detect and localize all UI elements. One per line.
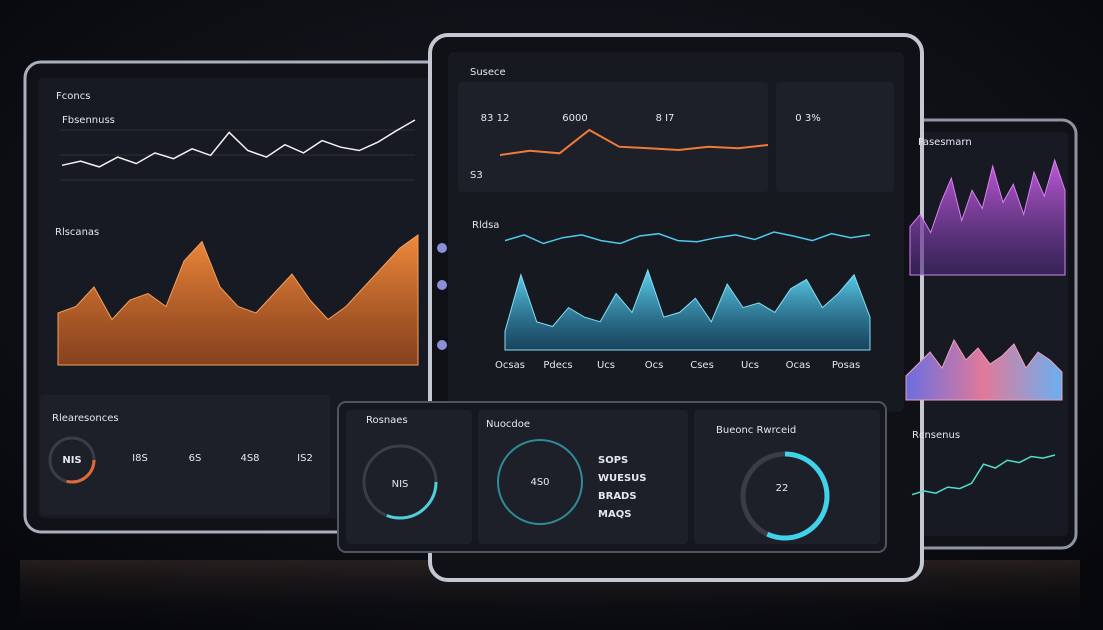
label: Rcnsenus [912,430,960,441]
label: Rosnaes [366,415,408,426]
line [499,128,769,156]
label: Ocs [645,360,664,371]
area [504,268,871,351]
label: IS2 [297,453,313,464]
panel [776,82,894,192]
label: 6S [189,453,202,464]
label: 6000 [562,113,587,124]
label: Bueonc Rwrceid [716,425,796,436]
label: 8 I7 [656,113,675,124]
label: NIS [392,479,409,490]
icon[interactable] [437,243,447,253]
icon[interactable] [437,340,447,350]
label: Rlearesonces [52,413,119,424]
label: Ucs [741,360,759,371]
label: 4S0 [530,477,549,488]
label: Nuocdoe [486,419,530,430]
label: Ocsas [495,360,525,371]
label: NIS [62,455,81,466]
label: Fbsennuss [62,115,115,126]
area [905,338,1063,401]
label: Fasesmarn [918,137,972,148]
label: 22 [776,483,789,494]
label: SOPS [598,455,628,466]
panel [458,82,768,192]
line [504,231,871,245]
area [909,158,1066,276]
label: Fconcs [56,91,90,102]
gauge-ring [497,439,583,525]
label: 83 12 [481,113,510,124]
label: BRADS [598,491,637,502]
icon[interactable] [437,280,447,290]
label: Pdecs [543,360,572,371]
line [61,119,416,168]
area [57,234,419,366]
label: Ocas [786,360,811,371]
label: Ucs [597,360,615,371]
label: S3 [470,170,483,181]
label: Susece [470,67,506,78]
gauge-arc [48,436,96,484]
label: I8S [132,453,148,464]
gauge-arc [362,444,438,520]
panel [40,395,330,515]
label: Rldsa [472,220,499,231]
label: Cses [690,360,714,371]
line [911,454,1056,496]
gauge-arc [740,451,830,541]
label: MAQS [598,509,631,520]
label: 0 3% [795,113,820,124]
label: Posas [832,360,860,371]
label: Rlscanas [55,227,99,238]
panel [694,410,880,544]
panel [478,410,688,544]
label: 4S8 [240,453,259,464]
label: WUESUS [598,473,647,484]
